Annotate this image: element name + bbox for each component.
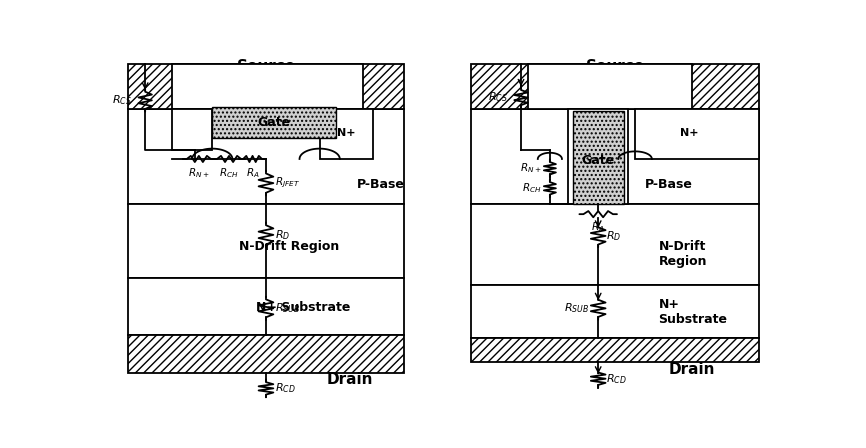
Text: Source: Source (585, 59, 644, 74)
Bar (471, 64, 759, 109)
Text: $R_{CS}$: $R_{CS}$ (112, 94, 132, 107)
Bar (572, 111, 624, 204)
Text: Drain: Drain (326, 372, 373, 387)
Bar (128, 204, 404, 278)
Bar (471, 109, 759, 204)
Bar (128, 335, 404, 373)
Text: $R_{CS}$: $R_{CS}$ (488, 90, 507, 104)
Text: $R_{N+}$: $R_{N+}$ (188, 167, 210, 181)
Text: $R_{SUB}$: $R_{SUB}$ (275, 302, 300, 315)
Bar (320, 109, 373, 159)
Bar (212, 107, 336, 138)
Text: Drain: Drain (669, 362, 715, 377)
Text: $R_{A}$: $R_{A}$ (591, 220, 605, 234)
Bar (471, 338, 759, 362)
Text: N+
Substrate: N+ Substrate (658, 298, 727, 326)
Text: $R_{D}$: $R_{D}$ (606, 229, 622, 243)
Text: N+: N+ (680, 128, 698, 138)
Text: $R_{CH}$: $R_{CH}$ (219, 167, 239, 181)
Text: N-Drift Region: N-Drift Region (239, 241, 339, 254)
Bar (128, 64, 404, 109)
Text: P-Base: P-Base (645, 178, 693, 191)
Text: $R_{SUB}$: $R_{SUB}$ (565, 302, 590, 315)
Text: $R_{N+}$: $R_{N+}$ (520, 161, 542, 175)
Text: $R_{D}$: $R_{D}$ (275, 228, 290, 242)
Text: Gate: Gate (257, 116, 291, 129)
Text: N+ Substrate: N+ Substrate (255, 301, 350, 314)
Bar (172, 109, 212, 151)
Text: Source: Source (236, 59, 295, 74)
Bar (635, 109, 759, 159)
Text: $R_{CD}$: $R_{CD}$ (275, 381, 295, 395)
Text: $R_{CD}$: $R_{CD}$ (606, 372, 627, 386)
Bar (172, 64, 364, 109)
Bar (128, 109, 404, 204)
Bar (128, 278, 404, 335)
Bar (471, 204, 759, 285)
Text: Gate: Gate (582, 154, 615, 167)
Text: $R_{A}$: $R_{A}$ (246, 167, 260, 181)
Text: N+: N+ (337, 128, 356, 138)
Bar (471, 285, 759, 338)
Bar (527, 64, 692, 109)
Text: P-Base: P-Base (357, 178, 404, 191)
Text: $R_{CH}$: $R_{CH}$ (522, 181, 542, 195)
Text: N-Drift
Region: N-Drift Region (658, 240, 708, 268)
Bar (568, 109, 629, 204)
Text: $R_{JFET}$: $R_{JFET}$ (275, 176, 300, 190)
